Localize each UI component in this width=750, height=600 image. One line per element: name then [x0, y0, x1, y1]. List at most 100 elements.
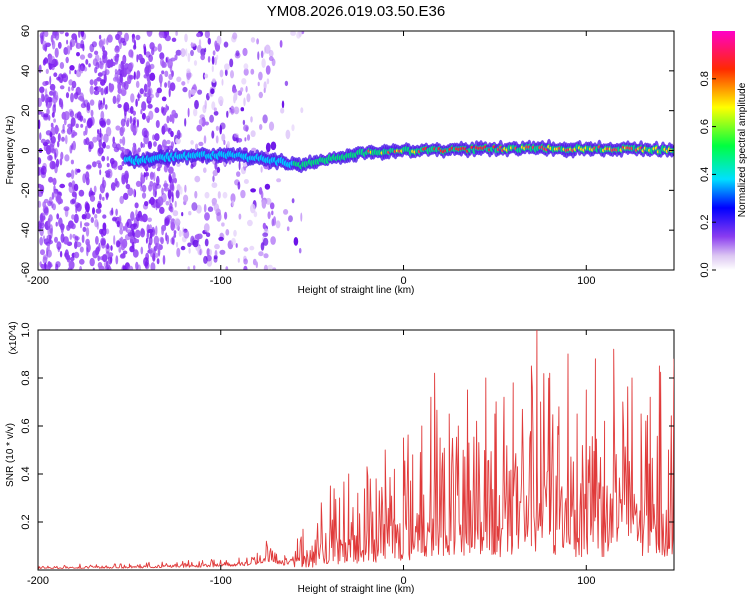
noise-cell [164, 70, 169, 78]
noise-cell [250, 203, 256, 214]
noise-cell [166, 115, 170, 124]
noise-cell [51, 64, 55, 71]
noise-cell [97, 202, 102, 209]
noise-cell [39, 236, 44, 246]
noise-cell [85, 238, 90, 246]
noise-cell [174, 217, 181, 227]
noise-cell [101, 155, 106, 162]
noise-cell [136, 239, 140, 243]
noise-cell [232, 88, 237, 93]
spectrogram-cells [38, 31, 674, 270]
noise-cell [99, 228, 104, 235]
noise-cell [63, 206, 70, 212]
noise-cell [203, 167, 207, 173]
noise-cell [76, 52, 80, 57]
noise-cell [162, 107, 167, 116]
noise-cell [187, 52, 191, 63]
noise-cell [102, 141, 106, 149]
noise-cell [74, 168, 78, 176]
noise-cell [69, 145, 73, 154]
noise-cell [163, 123, 168, 132]
noise-cell [184, 118, 187, 127]
noise-cell [140, 174, 146, 184]
noise-cell [211, 197, 217, 205]
noise-cell [161, 144, 166, 151]
noise-cell [48, 53, 53, 64]
noise-cell [49, 234, 52, 243]
noise-cell [60, 233, 65, 243]
noise-cell [175, 31, 178, 36]
noise-cell [198, 39, 202, 47]
noise-cell [135, 180, 142, 187]
noise-cell [190, 89, 196, 95]
noise-cell [176, 129, 181, 140]
noise-cell [240, 189, 246, 199]
noise-cell [39, 222, 45, 229]
noise-cell [180, 245, 186, 251]
noise-cell [246, 93, 251, 103]
noise-cell [293, 237, 299, 246]
noise-cell [45, 130, 52, 136]
noise-cell [179, 186, 183, 195]
noise-cell [176, 247, 181, 258]
noise-cell [247, 219, 253, 227]
noise-cell [135, 209, 138, 217]
noise-cell [258, 251, 264, 257]
noise-cell [97, 86, 102, 93]
noise-cell [43, 198, 49, 204]
colorbar-label: Normalized spectral amplitude [737, 82, 748, 217]
noise-cell [59, 183, 66, 189]
noise-cell [69, 69, 71, 75]
noise-cell [214, 161, 218, 170]
noise-cell [53, 102, 56, 108]
noise-cell [285, 129, 291, 140]
noise-cell [65, 56, 69, 64]
noise-cell [124, 173, 129, 180]
noise-cell [132, 249, 139, 258]
noise-cell [161, 70, 165, 75]
noise-cell [57, 133, 61, 142]
noise-cell [95, 208, 102, 214]
noise-cell [50, 136, 56, 144]
noise-cell [127, 187, 134, 196]
noise-cell [203, 223, 210, 233]
noise-cell [61, 111, 67, 120]
noise-cell [66, 172, 72, 178]
noise-cell [55, 194, 62, 204]
noise-cell [260, 166, 263, 173]
noise-cell [42, 31, 45, 42]
y-tick-label: 0.2 [20, 514, 32, 529]
noise-cell [99, 128, 102, 138]
noise-cell [97, 255, 100, 262]
noise-cell [231, 200, 235, 207]
noise-cell [75, 41, 78, 49]
noise-cell [127, 63, 133, 70]
noise-cell [95, 235, 99, 245]
y-tick-label: 60 [20, 25, 32, 37]
noise-cell [113, 235, 116, 245]
noise-cell [190, 49, 194, 57]
noise-cell [175, 137, 181, 145]
noise-cell [200, 48, 206, 57]
noise-cell [173, 233, 177, 238]
noise-cell [224, 63, 230, 71]
noise-cell [133, 188, 136, 197]
noise-cell [131, 36, 135, 43]
noise-cell [104, 104, 108, 110]
noise-cell [243, 68, 249, 76]
noise-cell [109, 83, 115, 92]
noise-cell [143, 92, 147, 97]
noise-cell [112, 142, 117, 149]
noise-cell [97, 262, 103, 269]
noise-cell [218, 236, 224, 241]
noise-cell [223, 140, 226, 145]
noise-cell [47, 201, 52, 207]
x-tick-label: -200 [27, 275, 49, 287]
noise-cell [132, 142, 136, 147]
noise-cell [154, 107, 160, 114]
noise-cell [89, 43, 95, 53]
noise-cell [204, 212, 210, 221]
x-tick-label: 0 [400, 575, 406, 587]
noise-cell [204, 99, 207, 110]
noise-cell [65, 238, 69, 245]
